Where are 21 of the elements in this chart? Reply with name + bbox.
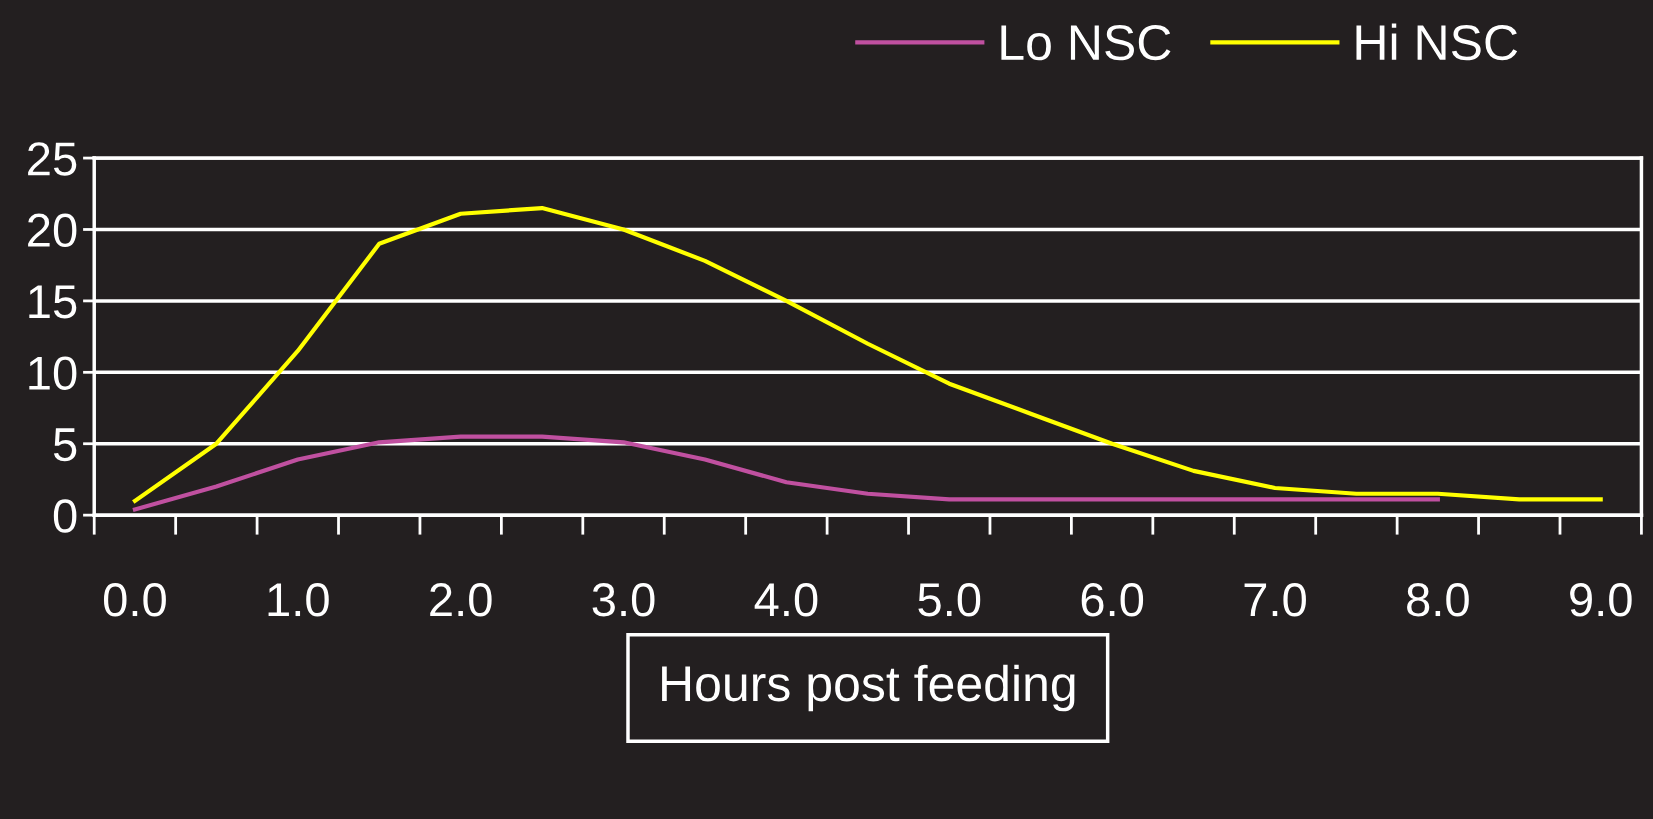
legend-label: Lo NSC — [1001, 24, 1171, 61]
x-tick-label: 0.0 — [103, 583, 166, 617]
x-tick-label: 5.0 — [918, 583, 981, 617]
x-tick-label: 9.0 — [1570, 583, 1632, 617]
y-tick-label: 25 — [28, 142, 77, 176]
x-tick-label: 4.0 — [754, 583, 818, 617]
line-series — [132, 434, 1440, 512]
y-tick-label: 0 — [53, 499, 77, 533]
x-tick-label: 3.0 — [592, 583, 655, 617]
x-axis-title: Hours post feeding — [662, 664, 1075, 712]
line-series — [132, 205, 1603, 503]
x-tick-label: 1.0 — [268, 583, 329, 617]
legend-label: Hi NSC — [1356, 23, 1518, 61]
y-tick-label: 20 — [28, 213, 77, 248]
y-tick-label: 10 — [29, 356, 77, 390]
x-tick-label: 8.0 — [1407, 583, 1469, 617]
x-tick-label: 6.0 — [1081, 583, 1144, 617]
x-tick-label: 2.0 — [430, 583, 492, 617]
y-tick-label: 5 — [53, 428, 77, 462]
y-tick-label: 15 — [29, 285, 77, 319]
x-tick-label: 7.0 — [1244, 583, 1306, 617]
